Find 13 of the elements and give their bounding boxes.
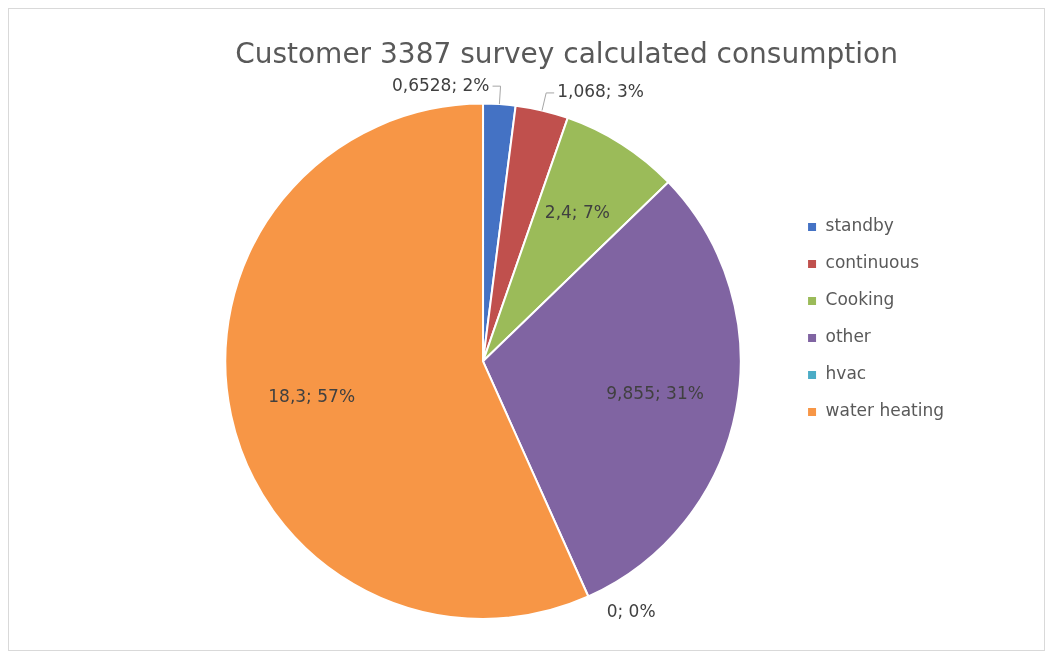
data-label: 2,4; 7%: [544, 202, 610, 223]
data-label: 9,855; 31%: [606, 382, 704, 403]
legend-label: standby: [825, 215, 894, 236]
data-label: 18,3; 57%: [268, 386, 356, 407]
legend-label: hvac: [825, 363, 867, 384]
legend-label: other: [825, 326, 871, 347]
chart-title: Customer 3387 survey calculated consumption: [235, 37, 898, 71]
data-label: 1,068; 3%: [557, 81, 644, 102]
text: 0; 0%: [606, 601, 656, 622]
data-label: 0,6528; 2%: [391, 74, 490, 95]
legend-label: continuous: [825, 252, 920, 273]
legend-label: Cooking: [825, 289, 895, 310]
legend-label: water heating: [825, 400, 945, 421]
